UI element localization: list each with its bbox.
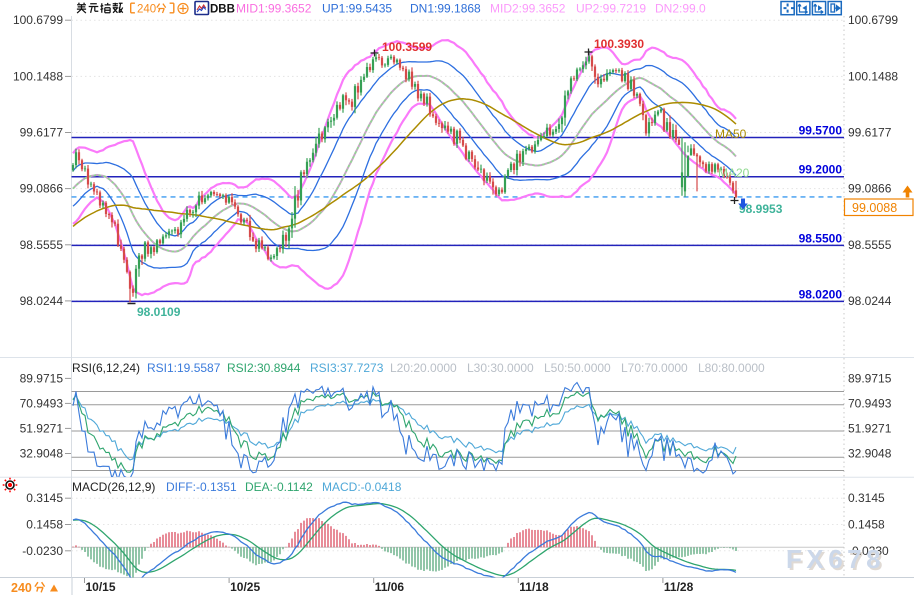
svg-text:DN1:99.1868: DN1:99.1868 <box>410 2 481 16</box>
svg-text:98.0244: 98.0244 <box>848 294 892 308</box>
svg-text:89.9715: 89.9715 <box>20 371 64 385</box>
svg-text:-0.0230: -0.0230 <box>22 544 63 558</box>
svg-text:RSI2:30.8944: RSI2:30.8944 <box>227 361 301 375</box>
svg-text:99.0866: 99.0866 <box>20 182 64 196</box>
svg-text:DEA:-0.1142: DEA:-0.1142 <box>245 480 313 494</box>
svg-text:0.3145: 0.3145 <box>26 491 63 505</box>
svg-text:32.9048: 32.9048 <box>20 447 64 461</box>
svg-text:100.3930: 100.3930 <box>594 37 644 51</box>
svg-text:MA20: MA20 <box>718 166 750 180</box>
svg-text:70.9493: 70.9493 <box>848 396 892 410</box>
svg-text:99.2000: 99.2000 <box>799 163 843 177</box>
svg-text:98.0109: 98.0109 <box>137 305 181 319</box>
svg-text:89.9715: 89.9715 <box>848 371 892 385</box>
svg-text:DBB: DBB <box>210 4 235 16</box>
svg-text:L50:50.0000: L50:50.0000 <box>544 361 611 375</box>
svg-text:10/25: 10/25 <box>230 580 260 594</box>
svg-text:-0.0230: -0.0230 <box>848 544 889 558</box>
svg-text:UP1:99.5435: UP1:99.5435 <box>322 2 392 16</box>
svg-text:0.1458: 0.1458 <box>848 518 885 532</box>
svg-text:L70:70.0000: L70:70.0000 <box>621 361 688 375</box>
svg-text:32.9048: 32.9048 <box>848 447 892 461</box>
svg-text:100.3599: 100.3599 <box>382 40 432 54</box>
svg-text:MID1:99.3652: MID1:99.3652 <box>236 2 312 16</box>
svg-text:98.5555: 98.5555 <box>848 238 892 252</box>
svg-text:FX678: FX678 <box>786 544 885 574</box>
svg-text:FX678: FX678 <box>788 546 887 576</box>
svg-text:11/18: 11/18 <box>519 580 549 594</box>
svg-text:MID2:99.3652: MID2:99.3652 <box>490 2 566 16</box>
svg-text:100.6799: 100.6799 <box>848 13 898 27</box>
svg-text:51.9271: 51.9271 <box>848 421 892 435</box>
svg-text:100.1488: 100.1488 <box>848 69 898 83</box>
svg-text:98.9953: 98.9953 <box>739 202 783 216</box>
svg-text:MA50: MA50 <box>715 127 747 141</box>
svg-text:98.5500: 98.5500 <box>799 231 843 245</box>
svg-text:10/15: 10/15 <box>86 580 116 594</box>
svg-text:DN2:99.0: DN2:99.0 <box>655 2 706 16</box>
svg-text:MACD:-0.0418: MACD:-0.0418 <box>322 480 402 494</box>
svg-text:L30:30.0000: L30:30.0000 <box>467 361 534 375</box>
svg-text:240: 240 <box>11 581 32 595</box>
svg-text:11/28: 11/28 <box>664 580 694 594</box>
svg-text:99.0866: 99.0866 <box>848 182 892 196</box>
svg-text:98.0244: 98.0244 <box>20 294 64 308</box>
svg-text:99.0088: 99.0088 <box>852 201 897 215</box>
svg-text:RSI(6,12,24): RSI(6,12,24) <box>72 361 140 375</box>
svg-text:99.6177: 99.6177 <box>848 126 892 140</box>
svg-text:99.6177: 99.6177 <box>20 126 64 140</box>
svg-text:DIFF:-0.1351: DIFF:-0.1351 <box>166 480 237 494</box>
svg-text:MACD(26,12,9): MACD(26,12,9) <box>72 480 155 494</box>
svg-text:98.5555: 98.5555 <box>20 238 64 252</box>
svg-text:L20:20.0000: L20:20.0000 <box>390 361 457 375</box>
svg-text:100.6799: 100.6799 <box>13 13 63 27</box>
svg-text:98.0200: 98.0200 <box>799 287 843 301</box>
svg-text:0.3145: 0.3145 <box>848 491 885 505</box>
svg-text:0.1458: 0.1458 <box>26 518 63 532</box>
svg-text:99.5700: 99.5700 <box>799 124 843 138</box>
svg-text:51.9271: 51.9271 <box>20 421 64 435</box>
svg-text:70.9493: 70.9493 <box>20 396 64 410</box>
svg-text:RSI1:19.5587: RSI1:19.5587 <box>147 361 221 375</box>
svg-text:RSI3:37.7273: RSI3:37.7273 <box>310 361 384 375</box>
svg-text:100.1488: 100.1488 <box>13 69 63 83</box>
svg-text:L80:80.0000: L80:80.0000 <box>698 361 765 375</box>
svg-text:11/06: 11/06 <box>375 580 405 594</box>
svg-text:240: 240 <box>137 4 156 16</box>
svg-text:UP2:99.7219: UP2:99.7219 <box>576 2 646 16</box>
